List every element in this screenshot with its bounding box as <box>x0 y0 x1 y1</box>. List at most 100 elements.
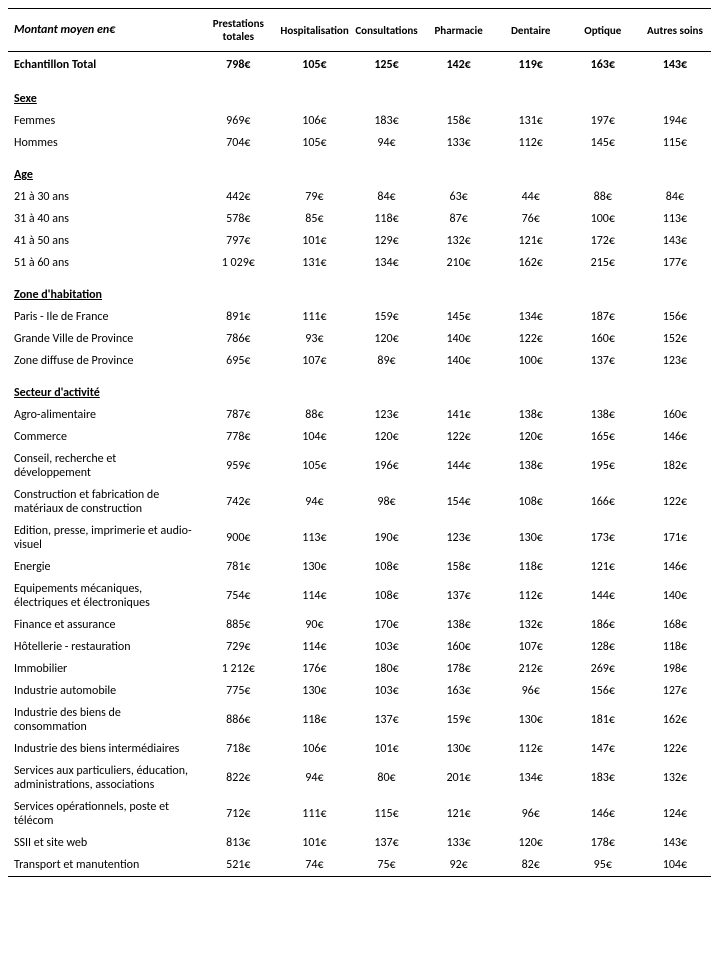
cell-value: 144€ <box>423 448 495 484</box>
cell-value: 521€ <box>198 854 278 877</box>
table-row: Paris - Ile de France891€111€159€145€134… <box>8 306 711 328</box>
cell-value: 118€ <box>639 636 711 658</box>
cell-value: 107€ <box>495 636 567 658</box>
cell-value: 132€ <box>423 230 495 252</box>
table-row: Industrie automobile775€130€103€163€96€1… <box>8 680 711 702</box>
cell-value <box>423 372 495 404</box>
cell-value: 194€ <box>639 110 711 132</box>
row-label: 21 à 30 ans <box>8 186 198 208</box>
cell-value: 176€ <box>278 658 350 680</box>
cell-value: 742€ <box>198 484 278 520</box>
row-label: Edition, presse, imprimerie et audio-vis… <box>8 520 198 556</box>
cell-value: 63€ <box>423 186 495 208</box>
cell-value: 125€ <box>350 52 422 79</box>
cell-value: 140€ <box>639 578 711 614</box>
cell-value: 166€ <box>567 484 639 520</box>
cell-value: 120€ <box>495 832 567 854</box>
cell-value <box>198 372 278 404</box>
cell-value <box>350 274 422 306</box>
cell-value: 178€ <box>423 658 495 680</box>
cell-value: 88€ <box>278 404 350 426</box>
cell-value: 197€ <box>567 110 639 132</box>
cell-value: 85€ <box>278 208 350 230</box>
cell-value <box>198 154 278 186</box>
cell-value <box>639 274 711 306</box>
cell-value: 578€ <box>198 208 278 230</box>
cell-value: 121€ <box>567 556 639 578</box>
cell-value <box>423 274 495 306</box>
cell-value <box>639 78 711 110</box>
row-label: Femmes <box>8 110 198 132</box>
cell-value: 103€ <box>350 636 422 658</box>
cell-value: 187€ <box>567 306 639 328</box>
cell-value: 118€ <box>495 556 567 578</box>
cell-value: 442€ <box>198 186 278 208</box>
cell-value: 88€ <box>567 186 639 208</box>
cell-value: 134€ <box>495 760 567 796</box>
cell-value: 712€ <box>198 796 278 832</box>
col-header: Hospitalisation <box>278 9 350 52</box>
cell-value: 128€ <box>567 636 639 658</box>
cell-value: 152€ <box>639 328 711 350</box>
cell-value: 144€ <box>567 578 639 614</box>
cell-value: 168€ <box>639 614 711 636</box>
cell-value: 133€ <box>423 132 495 154</box>
cell-value: 215€ <box>567 252 639 274</box>
row-label: Services opérationnels, poste et télécom <box>8 796 198 832</box>
cell-value: 797€ <box>198 230 278 252</box>
table-row: Zone diffuse de Province695€107€89€140€1… <box>8 350 711 372</box>
row-label: Grande Ville de Province <box>8 328 198 350</box>
cell-value: 142€ <box>423 52 495 79</box>
cell-value: 182€ <box>639 448 711 484</box>
cell-value <box>350 78 422 110</box>
cell-value: 1 212€ <box>198 658 278 680</box>
table-row: Finance et assurance885€90€170€138€132€1… <box>8 614 711 636</box>
cell-value: 183€ <box>567 760 639 796</box>
cell-value <box>567 78 639 110</box>
cell-value: 212€ <box>495 658 567 680</box>
cell-value: 146€ <box>639 426 711 448</box>
row-label: Construction et fabrication de matériaux… <box>8 484 198 520</box>
cell-value <box>350 372 422 404</box>
cell-value: 111€ <box>278 306 350 328</box>
cell-value: 146€ <box>639 556 711 578</box>
cell-value: 141€ <box>423 404 495 426</box>
table-body: Echantillon Total798€105€125€142€119€163… <box>8 52 711 877</box>
cell-value: 122€ <box>495 328 567 350</box>
cell-value <box>567 372 639 404</box>
cell-value: 106€ <box>278 738 350 760</box>
row-label: 51 à 60 ans <box>8 252 198 274</box>
cell-value <box>350 154 422 186</box>
table-row: Hommes704€105€94€133€112€145€115€ <box>8 132 711 154</box>
row-label: Energie <box>8 556 198 578</box>
cell-value: 160€ <box>423 636 495 658</box>
cell-value: 95€ <box>567 854 639 877</box>
cell-value: 180€ <box>350 658 422 680</box>
cell-value: 181€ <box>567 702 639 738</box>
cell-value: 173€ <box>567 520 639 556</box>
cell-value <box>278 78 350 110</box>
cell-value: 130€ <box>278 680 350 702</box>
cell-value: 108€ <box>495 484 567 520</box>
cell-value: 156€ <box>567 680 639 702</box>
cell-value: 131€ <box>278 252 350 274</box>
cell-value: 96€ <box>495 796 567 832</box>
section-title: Sexe <box>8 78 198 110</box>
cell-value: 84€ <box>639 186 711 208</box>
cell-value: 115€ <box>350 796 422 832</box>
cell-value: 138€ <box>495 404 567 426</box>
cell-value: 112€ <box>495 578 567 614</box>
cell-value: 269€ <box>567 658 639 680</box>
table-row: Construction et fabrication de matériaux… <box>8 484 711 520</box>
table-row: Transport et manutention521€74€75€92€82€… <box>8 854 711 877</box>
table-header: Montant moyen en€ Prestations totales Ho… <box>8 9 711 52</box>
row-label: SSII et site web <box>8 832 198 854</box>
cell-value <box>495 154 567 186</box>
cell-value: 145€ <box>567 132 639 154</box>
cell-value: 87€ <box>423 208 495 230</box>
cell-value: 120€ <box>495 426 567 448</box>
cell-value <box>198 78 278 110</box>
cell-value: 111€ <box>278 796 350 832</box>
cell-value: 798€ <box>198 52 278 79</box>
cell-value: 124€ <box>639 796 711 832</box>
